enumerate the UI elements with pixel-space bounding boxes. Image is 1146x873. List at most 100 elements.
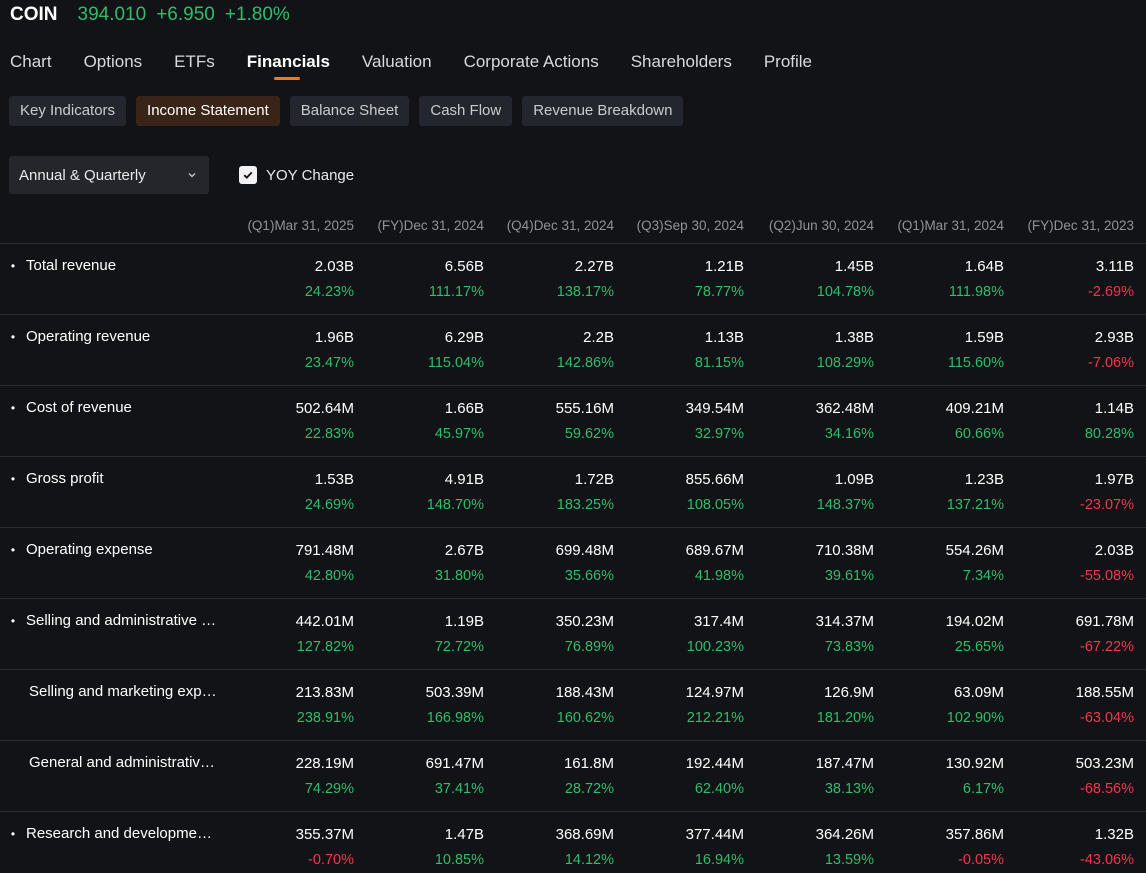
cell-yoy-change: 238.91% — [296, 710, 354, 726]
cell-value: 554.26M — [945, 542, 1004, 559]
tab-etfs[interactable]: ETFs — [174, 52, 215, 71]
cell-yoy-change: 166.98% — [426, 710, 484, 726]
period-select[interactable]: Annual & Quarterly — [9, 156, 209, 194]
table-row[interactable]: • Operating expense 791.48M 42.80% 2.67B 31.8… — [0, 528, 1146, 599]
cell-value: 710.38M — [815, 542, 874, 559]
cell-yoy-change: 102.90% — [946, 710, 1004, 726]
cell-yoy-change: -55.08% — [1079, 568, 1134, 584]
cell-value: 188.55M — [1075, 684, 1134, 701]
table-cell: 791.48M 42.80% — [224, 528, 354, 598]
cell-value: 855.66M — [685, 471, 744, 488]
cell-value: 126.9M — [823, 684, 874, 701]
cell-value: 1.97B — [1094, 471, 1134, 488]
cell-value: 555.16M — [555, 400, 614, 417]
cell-yoy-change: 74.29% — [304, 781, 354, 797]
table-cell: 1.23B 137.21% — [874, 457, 1004, 527]
table-row[interactable]: • Operating revenue 1.96B 23.47% 6.29B 115.04… — [0, 315, 1146, 386]
cell-value: 350.23M — [555, 613, 614, 630]
yoy-toggle[interactable]: YOY Change — [239, 166, 354, 184]
cell-yoy-change: 62.40% — [694, 781, 744, 797]
table-row[interactable]: General and administrative … 228.19M 74.29… — [0, 741, 1146, 812]
tab-corporate-actions[interactable]: Corporate Actions — [463, 52, 599, 71]
table-cell: 1.97B -23.07% — [1004, 457, 1134, 527]
table-row[interactable]: • Total revenue 2.03B 24.23% 6.56B 111.17% 2.2… — [0, 244, 1146, 315]
bullet-icon: • — [10, 401, 16, 415]
cell-value: 691.47M — [425, 755, 484, 772]
table-row[interactable]: • Cost of revenue 502.64M 22.83% 1.66B 45.97%… — [0, 386, 1146, 457]
table-cell: 2.27B 138.17% — [484, 244, 614, 314]
table-cell: 1.66B 45.97% — [354, 386, 484, 456]
cell-yoy-change: -0.05% — [958, 852, 1004, 868]
row-label: • Gross profit — [0, 457, 224, 527]
table-cell: 1.72B 183.25% — [484, 457, 614, 527]
cell-value: 1.72B — [574, 471, 614, 488]
table-cell: 2.93B -7.06% — [1004, 315, 1134, 385]
cell-yoy-change: 23.47% — [304, 355, 354, 371]
table-cell: 409.21M 60.66% — [874, 386, 1004, 456]
cell-yoy-change: 32.97% — [694, 426, 744, 442]
cell-value: 192.44M — [685, 755, 744, 772]
cell-value: 377.44M — [685, 826, 744, 843]
table-row[interactable]: • Research and development … 355.37M -0.70%… — [0, 812, 1146, 873]
cell-yoy-change: -43.06% — [1079, 852, 1134, 868]
cell-yoy-change: 100.23% — [686, 639, 744, 655]
row-label: • Selling and administrative e… — [0, 599, 224, 669]
tab-valuation[interactable]: Valuation — [361, 52, 432, 71]
tab-chart[interactable]: Chart — [10, 52, 52, 71]
yoy-checkbox[interactable] — [239, 166, 257, 184]
cell-yoy-change: 13.59% — [824, 852, 874, 868]
cell-yoy-change: 60.66% — [954, 426, 1004, 442]
cell-yoy-change: 138.17% — [556, 284, 614, 300]
cell-yoy-change: 28.72% — [564, 781, 614, 797]
cell-yoy-change: 108.05% — [686, 497, 744, 513]
column-header: (FY)Dec 31, 2023 — [1027, 218, 1134, 233]
cell-yoy-change: -63.04% — [1079, 710, 1134, 726]
row-label-text: Research and development … — [26, 825, 224, 842]
cell-value: 1.23B — [964, 471, 1004, 488]
column-header: (Q2)Jun 30, 2024 — [768, 218, 874, 233]
subtab-cash-flow[interactable]: Cash Flow — [419, 96, 513, 126]
table-row[interactable]: • Gross profit 1.53B 24.69% 4.91B 148.70% 1.72… — [0, 457, 1146, 528]
table-cell: 1.21B 78.77% — [614, 244, 744, 314]
table-cell: 63.09M 102.90% — [874, 670, 1004, 740]
table-row[interactable]: • Selling and administrative e… 442.01M 127… — [0, 599, 1146, 670]
cell-value: 317.4M — [693, 613, 744, 630]
ticker-change-pct: +1.80% — [224, 4, 290, 25]
ticker-change: +6.950 — [156, 4, 215, 25]
table-cell: 355.37M -0.70% — [224, 812, 354, 873]
tab-financials[interactable]: Financials — [247, 48, 330, 80]
cell-value: 368.69M — [555, 826, 614, 843]
subtab-balance-sheet[interactable]: Balance Sheet — [289, 96, 410, 126]
table-cell: 187.47M 38.13% — [744, 741, 874, 811]
cell-value: 6.56B — [444, 258, 484, 275]
table-cell: 691.47M 37.41% — [354, 741, 484, 811]
cell-yoy-change: 181.20% — [816, 710, 874, 726]
table-cell: 3.11B -2.69% — [1004, 244, 1134, 314]
cell-yoy-change: 6.17% — [962, 781, 1004, 797]
chevron-down-icon — [188, 173, 196, 178]
tab-options[interactable]: Options — [83, 52, 143, 71]
cell-yoy-change: 160.62% — [556, 710, 614, 726]
tab-shareholders[interactable]: Shareholders — [630, 52, 732, 71]
subtab-revenue-breakdown[interactable]: Revenue Breakdown — [522, 96, 684, 126]
table-cell: 2.03B -55.08% — [1004, 528, 1134, 598]
tab-profile[interactable]: Profile — [763, 52, 813, 71]
table-cell: 192.44M 62.40% — [614, 741, 744, 811]
table-row[interactable]: Selling and marketing expe… 213.83M 238.91… — [0, 670, 1146, 741]
table-cell: 503.23M -68.56% — [1004, 741, 1134, 811]
table-cell: 554.26M 7.34% — [874, 528, 1004, 598]
cell-yoy-change: 76.89% — [564, 639, 614, 655]
cell-value: 2.93B — [1094, 329, 1134, 346]
table-cell: 130.92M 6.17% — [874, 741, 1004, 811]
bullet-icon: • — [10, 330, 16, 344]
cell-value: 4.91B — [444, 471, 484, 488]
cell-value: 1.53B — [314, 471, 354, 488]
ticker-symbol: COIN — [10, 4, 58, 25]
subtab-key-indicators[interactable]: Key Indicators — [9, 96, 127, 126]
cell-yoy-change: 59.62% — [564, 426, 614, 442]
subtab-income-statement[interactable]: Income Statement — [136, 96, 280, 126]
table-cell: 689.67M 41.98% — [614, 528, 744, 598]
table-cell: 1.19B 72.72% — [354, 599, 484, 669]
cell-value: 442.01M — [295, 613, 354, 630]
cell-yoy-change: 14.12% — [564, 852, 614, 868]
